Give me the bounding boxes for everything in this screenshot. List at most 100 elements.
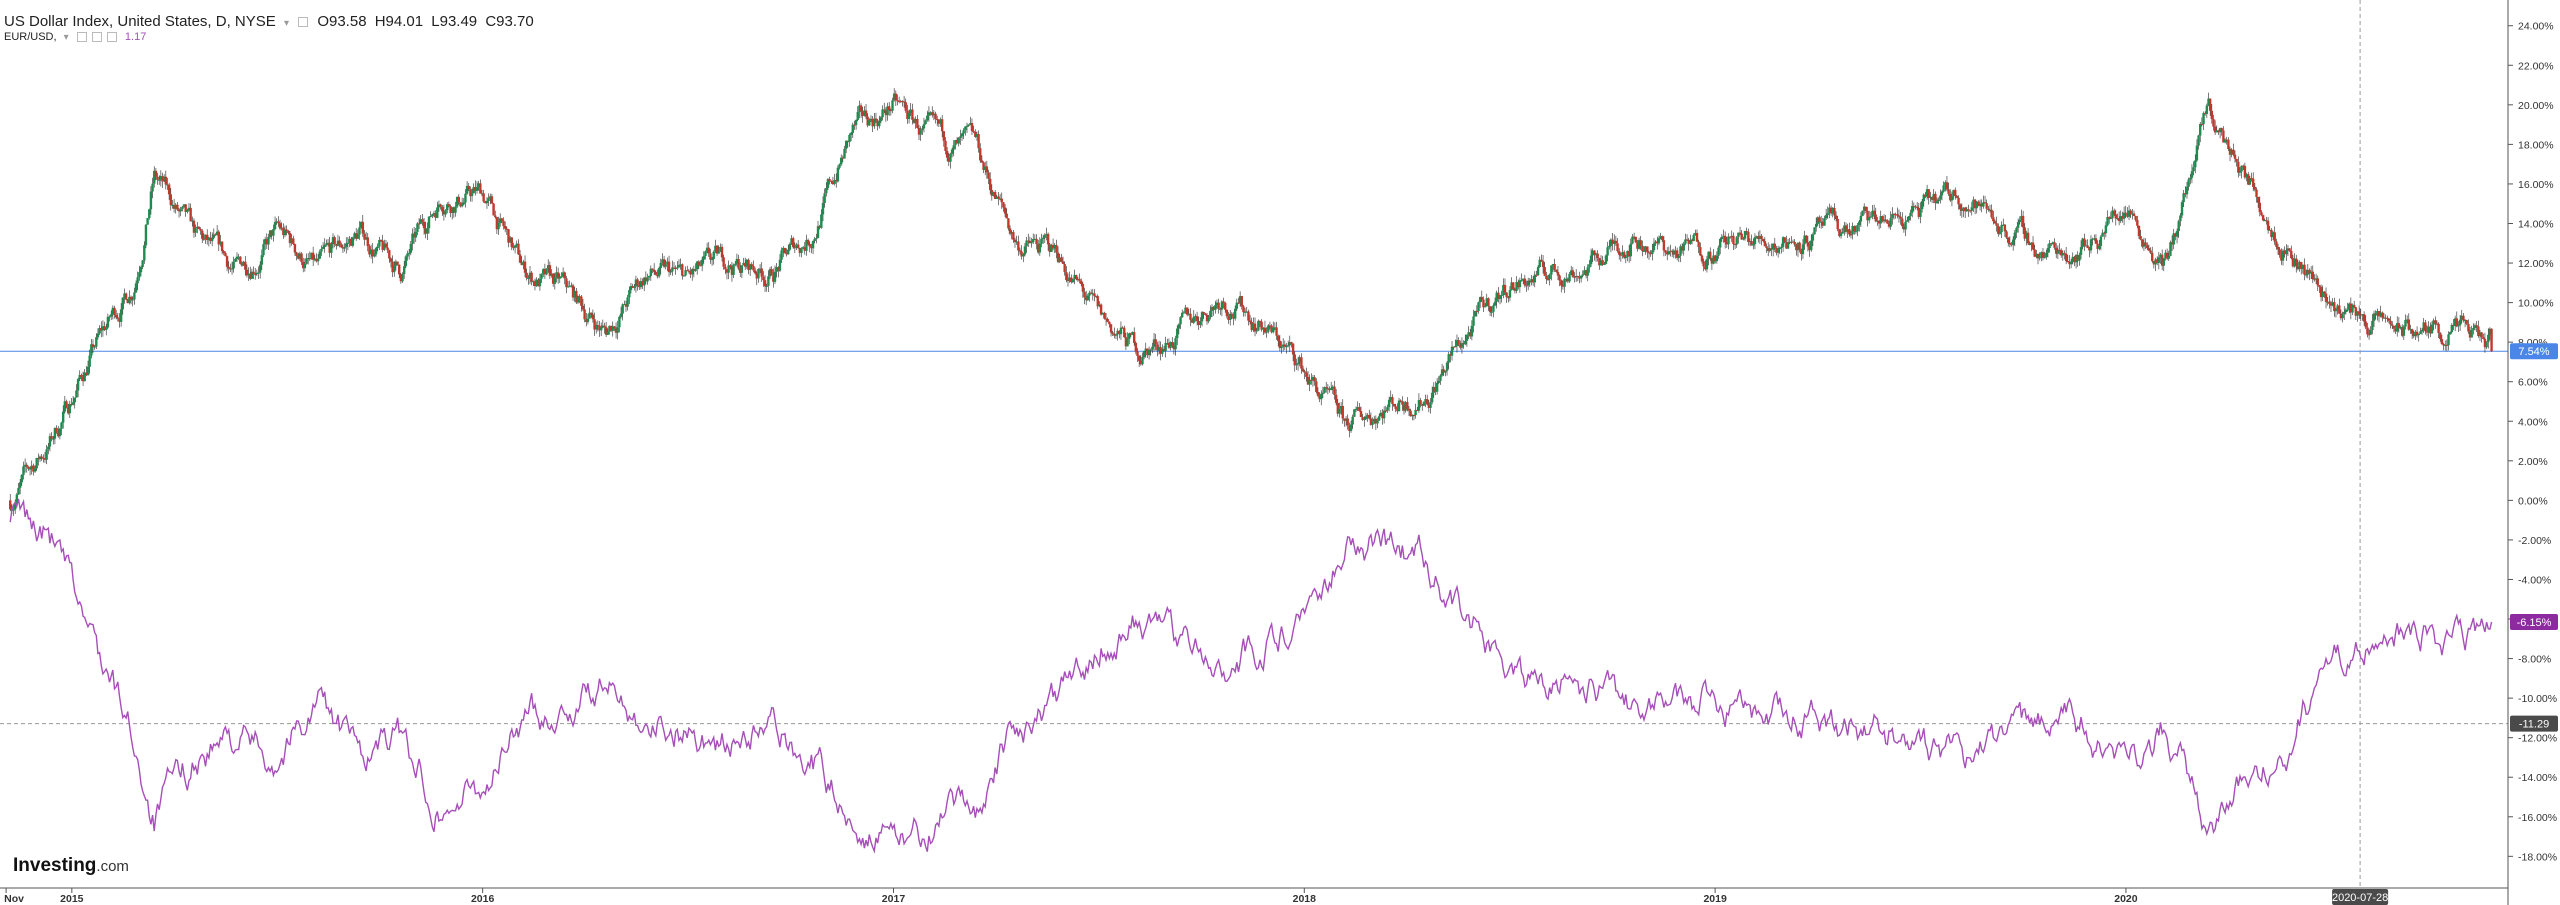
candle-body (556, 272, 560, 279)
legend-compare-chevron-icon[interactable]: ▾ (63, 32, 69, 43)
candle-body (42, 458, 45, 460)
legend-eye-icon[interactable] (298, 17, 309, 28)
candle-body (1667, 251, 1671, 255)
candle-body (783, 247, 787, 254)
candle-body (896, 100, 899, 102)
candle-body (1929, 196, 1932, 198)
candle-body (1872, 210, 1876, 215)
candle-body (889, 110, 893, 112)
candle-body (2151, 252, 2154, 262)
candle-body (719, 246, 722, 252)
candle-body (371, 249, 374, 257)
candle-body (2445, 344, 2449, 346)
candle-body (835, 179, 838, 182)
candle-body (1745, 231, 1748, 233)
candle-body (1227, 316, 1230, 320)
y-tick-label: -14.00% (2518, 772, 2557, 784)
candle-body (727, 265, 730, 273)
candle-body (2041, 252, 2045, 258)
candle-body (1397, 400, 1401, 412)
candle-body (1093, 293, 1096, 297)
candle-body (1179, 317, 1182, 325)
candle-body (2291, 258, 2295, 267)
candle-body (186, 210, 189, 212)
candle-body (570, 285, 573, 287)
candle-body (214, 234, 217, 236)
candle-body (1040, 238, 1043, 244)
candle-body (1910, 206, 1914, 213)
candle-body (1563, 278, 1566, 287)
candle-body (624, 304, 628, 307)
candle-body (2189, 177, 2192, 180)
candle-body (479, 183, 482, 194)
legend-compare-close-icon[interactable] (106, 32, 117, 43)
candle-body (1281, 344, 1285, 347)
candle-body (1025, 240, 1028, 247)
candle-body (1593, 250, 1596, 256)
candle-body (1907, 216, 1911, 221)
candle-body (1606, 247, 1609, 256)
candle-body (2396, 323, 2399, 332)
candle-body (23, 464, 27, 467)
candle-body (520, 262, 523, 266)
candle-body (2427, 326, 2430, 333)
candle-body (1240, 296, 1243, 307)
candle-body (737, 258, 740, 269)
candle-body (177, 209, 181, 212)
candle-body (907, 113, 911, 120)
candle-body (149, 191, 153, 210)
candle-body (886, 106, 889, 116)
candle-body (2139, 236, 2142, 240)
candle-body (1134, 342, 1138, 352)
candle-body (1215, 302, 1219, 306)
candle-body (159, 176, 163, 180)
candle-body (43, 458, 47, 460)
candle-body (2016, 222, 2020, 228)
candle-body (916, 118, 919, 128)
candle-body (1156, 344, 1159, 351)
candle-body (1187, 313, 1191, 315)
candle-body (45, 449, 48, 460)
candle-body (1013, 239, 1017, 242)
candle-body (1235, 302, 1239, 309)
candle-body (535, 279, 538, 287)
candle-body (1346, 418, 1349, 426)
candle-body (2137, 225, 2141, 237)
candle-body (859, 105, 863, 112)
candle-body (532, 281, 535, 283)
candle-body (1723, 235, 1727, 243)
candle-body (563, 272, 566, 279)
candle-body (2165, 252, 2169, 259)
candle-body (1824, 215, 1828, 219)
candle-body (308, 258, 312, 260)
candle-body (86, 366, 90, 376)
candle-body (359, 221, 363, 228)
candle-body (1841, 231, 1844, 234)
candle-body (1834, 215, 1838, 219)
legend-chevron-icon[interactable]: ▾ (283, 18, 289, 29)
badge-crosshair-date-bg (2332, 889, 2389, 905)
legend-compare-eye-icon[interactable] (76, 32, 87, 43)
candle-body (2170, 242, 2174, 245)
candle-body (1283, 344, 1287, 347)
candle-body (1429, 402, 1432, 408)
candle-body (2316, 278, 2319, 286)
candle-body (661, 259, 664, 263)
candle-body (2232, 149, 2235, 155)
candle-body (1922, 194, 1925, 202)
candle-body (1586, 267, 1589, 276)
legend-compare-settings-icon[interactable] (91, 32, 102, 43)
candle-body (1242, 306, 1245, 313)
candle-body (588, 312, 591, 319)
candle-body (1270, 325, 1273, 333)
candle-body (2103, 232, 2106, 234)
candle-body (1664, 250, 1667, 253)
candle-body (2488, 328, 2492, 335)
y-tick-label: -18.00% (2518, 851, 2557, 863)
candle-body (672, 267, 676, 269)
candle-body (1020, 251, 1023, 257)
candle-body (1760, 235, 1763, 239)
candle-body (417, 223, 421, 225)
candle-body (939, 119, 942, 124)
